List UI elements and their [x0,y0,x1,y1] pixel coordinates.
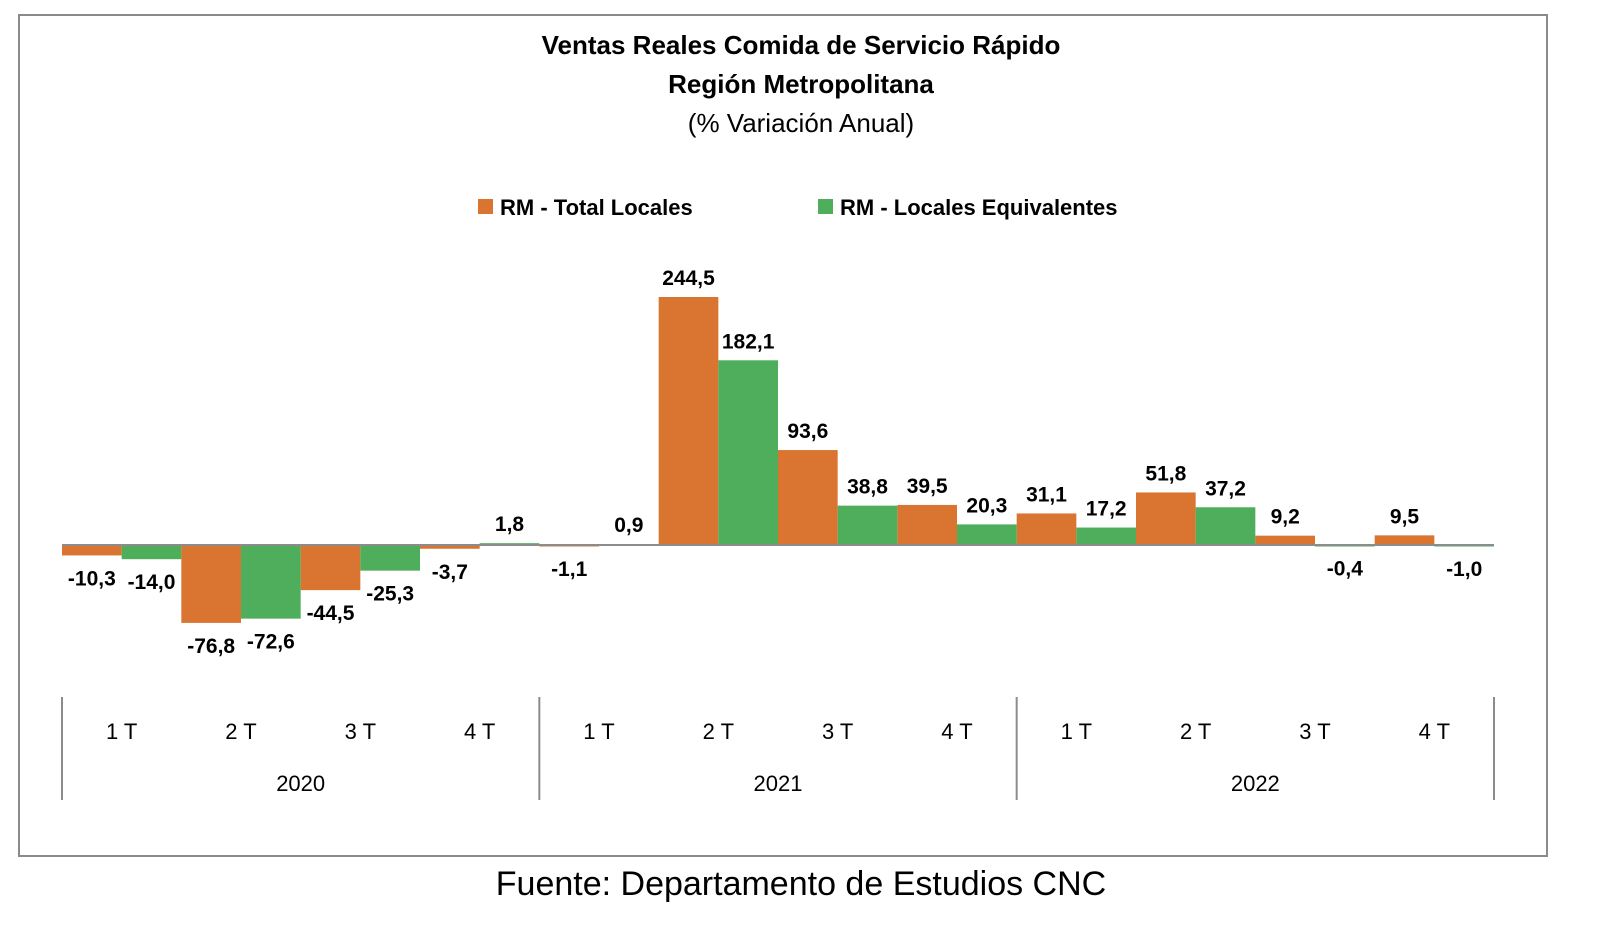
group-label-2020: 2020 [276,771,325,796]
chart-title-line2: Región Metropolitana [668,69,934,99]
bar-s1-4 [420,545,480,549]
x-tick-label-7: 3 T [822,719,853,744]
source-note: Fuente: Departamento de Estudios CNC [495,865,1107,903]
x-tick-label-9: 1 T [1061,719,1092,744]
legend-swatch-1 [478,199,493,214]
data-label-s1-9: 31,1 [1026,483,1067,506]
x-tick-label-3: 3 T [345,719,376,744]
x-tick-label-8: 4 T [941,719,972,744]
bar-s2-6 [718,360,778,545]
data-label-s2-11: -0,4 [1327,557,1364,580]
x-tick-label-5: 1 T [583,719,614,744]
legend-label-2: RM - Locales Equivalentes [840,195,1118,220]
bar-s2-3 [360,545,420,571]
data-label-s1-10: 51,8 [1145,462,1186,485]
bar-s1-6 [658,297,719,545]
x-tick-label-11: 3 T [1299,719,1330,744]
data-label-s1-6: 244,5 [662,267,715,290]
bar-s1-1 [62,545,122,556]
x-tick-label-1: 1 T [106,719,137,744]
group-label-2021: 2021 [754,771,803,796]
data-label-s2-4: 1,8 [495,513,525,536]
data-label-s2-2: -72,6 [247,631,295,654]
data-label-s2-6: 182,1 [722,330,775,353]
data-label-s1-5: -1,1 [551,558,588,581]
bar-s2-2 [241,545,301,619]
chart-subtitle: (% Variación Anual) [687,108,915,138]
x-tick-label-4: 4 T [464,719,495,744]
chart-title-block: Ventas Reales Comida de Servicio Rápido … [0,26,1602,143]
x-tick-label-6: 2 T [703,719,734,744]
data-label-s1-4: -3,7 [432,561,468,584]
group-label-2022: 2022 [1231,771,1280,796]
bar-s2-8 [957,524,1017,545]
bar-s1-2 [181,545,241,623]
bar-s1-12 [1374,535,1435,545]
data-label-s1-3: -44,5 [307,602,355,625]
x-tick-label-2: 2 T [225,719,256,744]
data-label-s2-1: -14,0 [128,571,176,594]
bar-s2-9 [1076,527,1136,545]
bar-s1-7 [778,450,838,545]
data-label-s2-12: -1,0 [1446,558,1482,581]
legend-label-1: RM - Total Locales [500,195,693,220]
data-label-s2-9: 17,2 [1086,498,1127,521]
data-label-s2-10: 37,2 [1205,477,1246,500]
data-label-s1-12: 9,5 [1390,505,1420,528]
data-label-s2-3: -25,3 [366,583,414,606]
data-label-s2-7: 38,8 [847,476,888,499]
data-label-s1-8: 39,5 [907,475,948,498]
data-label-s1-1: -10,3 [68,567,116,590]
data-label-s1-7: 93,6 [787,420,828,443]
legend-swatch-2 [818,199,833,214]
bar-s2-7 [837,505,898,545]
bar-s2-1 [121,545,182,560]
bar-s1-11 [1255,535,1315,545]
bar-s1-9 [1016,513,1077,545]
chart-frame [18,14,1548,857]
bar-s2-10 [1195,507,1256,545]
data-label-s2-5: 0,9 [614,514,643,537]
data-label-s2-8: 20,3 [966,494,1007,517]
data-label-s1-2: -76,8 [187,635,235,658]
data-label-s1-11: 9,2 [1271,506,1300,529]
chart-title: Ventas Reales Comida de Servicio Rápido [541,30,1061,60]
x-tick-label-12: 4 T [1419,719,1450,744]
bar-s1-10 [1136,492,1196,545]
bar-s1-8 [897,504,957,545]
x-tick-label-10: 2 T [1180,719,1211,744]
bar-s1-3 [300,545,361,591]
